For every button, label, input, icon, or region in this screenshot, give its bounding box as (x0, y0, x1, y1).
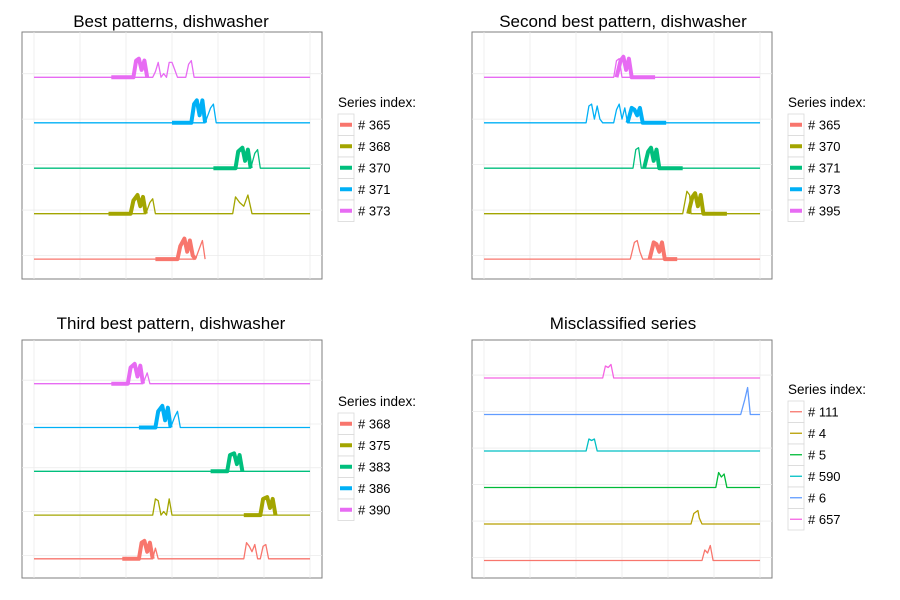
pattern-highlight (122, 538, 155, 561)
series-line (34, 498, 310, 516)
series-line (484, 438, 760, 452)
pattern-highlight (243, 495, 278, 518)
series-line (484, 239, 760, 260)
legend-label: # 657 (808, 512, 841, 527)
panel-3: Third best pattern, dishwasher Series ind… (21, 314, 416, 579)
pattern-highlight (172, 98, 208, 125)
series-line (484, 103, 760, 124)
legend: # 365 # 370 # 371 # 373 # 395 (787, 113, 841, 222)
legend-label: # 370 (358, 161, 391, 176)
legend-label: # 390 (358, 503, 391, 518)
pattern-highlight (111, 56, 150, 80)
legend-label: # 371 (808, 161, 841, 176)
series-line (484, 544, 760, 562)
legend-label: # 365 (808, 118, 841, 133)
pattern-highlight (625, 105, 667, 125)
series-line (34, 194, 310, 215)
legend-label: # 375 (358, 438, 391, 453)
legend: # 365 # 368 # 370 # 371 # 373 (337, 113, 391, 222)
panel-1: Best patterns, dishwasher Series index: # … (21, 12, 416, 280)
legend-label: # 365 (358, 118, 391, 133)
pattern-highlight (213, 145, 253, 171)
legend-label: # 6 (808, 491, 826, 506)
legend-title: Series index: (788, 382, 866, 397)
panel-title: Misclassified series (550, 314, 696, 333)
pattern-highlight (642, 145, 683, 171)
legend-label: # 4 (808, 426, 826, 441)
legend-label: # 590 (808, 469, 841, 484)
series-line (34, 59, 310, 78)
legend-label: # 373 (358, 204, 391, 219)
series-line (34, 239, 206, 260)
legend-label: # 5 (808, 448, 826, 463)
pattern-highlight (614, 54, 656, 80)
series-line (484, 363, 760, 379)
series-line (484, 509, 760, 525)
series-line (484, 386, 760, 416)
legend: # 368 # 375 # 383 # 386 # 390 (337, 412, 391, 521)
legend-label: # 395 (808, 204, 841, 219)
panel-title: Third best pattern, dishwasher (57, 314, 286, 333)
pattern-highlight (111, 361, 145, 386)
legend: # 111 # 4 # 5 # 590 # 6 # 657 (787, 400, 841, 531)
panel-2: Second best pattern, dishwasher Series in… (471, 12, 866, 280)
pattern-highlight (155, 236, 198, 262)
legend-label: # 386 (358, 481, 391, 496)
legend-label: # 370 (808, 139, 841, 154)
legend-label: # 111 (808, 405, 839, 420)
panel-title: Best patterns, dishwasher (73, 12, 269, 31)
pattern-highlight (210, 451, 245, 474)
legend-title: Series index: (338, 95, 416, 110)
legend-label: # 368 (358, 417, 391, 432)
series-line (34, 372, 310, 385)
legend-label: # 383 (358, 460, 391, 475)
legend-title: Series index: (338, 394, 416, 409)
pattern-highlight (138, 403, 173, 430)
legend-label: # 371 (358, 182, 391, 197)
legend-label: # 368 (358, 139, 391, 154)
pattern-highlight (647, 240, 678, 262)
series-line (34, 542, 310, 560)
legend-label: # 373 (808, 182, 841, 197)
pattern-highlight (686, 191, 727, 216)
pattern-highlight (108, 193, 148, 216)
legend-title: Series index: (788, 95, 866, 110)
panel-title: Second best pattern, dishwasher (499, 12, 747, 31)
series-line (484, 471, 760, 489)
